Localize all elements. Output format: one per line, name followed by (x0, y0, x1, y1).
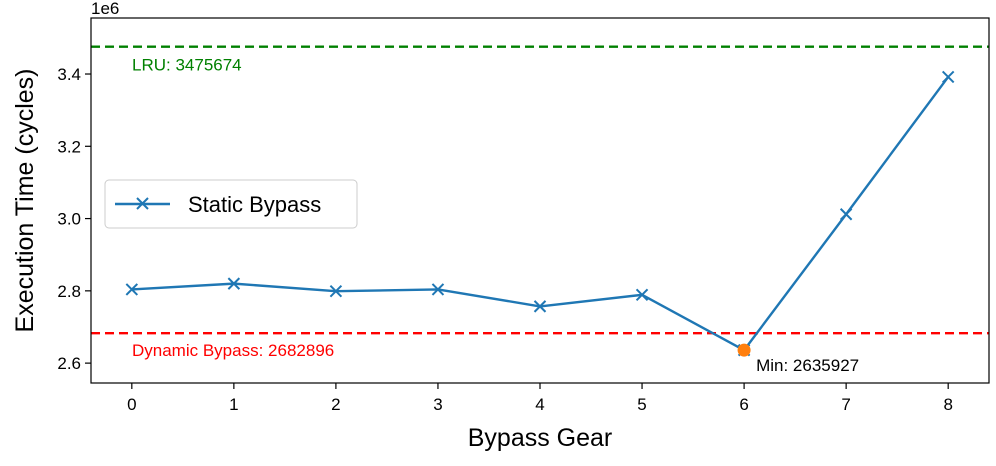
x-tick-label-8: 8 (943, 395, 952, 414)
data-point-3 (431, 283, 445, 296)
y-tick-label-0: 2.6 (57, 354, 81, 373)
series-layer: Min: 2635927 (125, 70, 955, 375)
y-tick-label-4: 3.4 (57, 65, 81, 84)
x-tick-label-7: 7 (841, 395, 850, 414)
x-tick-label-1: 1 (229, 395, 238, 414)
reference-line-label-0: LRU: 3475674 (132, 56, 242, 75)
data-point-5 (635, 288, 649, 302)
data-point-0 (125, 283, 139, 296)
reference-line-label-1: Dynamic Bypass: 2682896 (132, 341, 334, 360)
reference-lines: LRU: 3475674 Dynamic Bypass: 2682896 (91, 45, 989, 360)
y-tick-label-1: 2.8 (57, 282, 81, 301)
x-axis-label: Bypass Gear (468, 424, 613, 452)
data-point-2 (329, 285, 343, 298)
axes: 0 1 2 3 4 5 6 7 8 2.6 2.8 3.0 3.2 3.4 (57, 17, 990, 414)
data-point-1 (227, 277, 241, 290)
x-tick-label-6: 6 (739, 395, 748, 414)
y-axis-label: Execution Time (cycles) (11, 69, 39, 333)
data-point-7 (839, 208, 853, 221)
min-point-marker (737, 343, 751, 357)
legend-box (104, 179, 358, 229)
x-tick-label-3: 3 (433, 395, 442, 414)
legend: Static Bypass (104, 179, 358, 229)
legend-label: Static Bypass (188, 192, 321, 217)
y-tick-label-3: 3.2 (57, 137, 81, 156)
legend-marker (136, 197, 149, 210)
x-tick-label-2: 2 (331, 395, 340, 414)
x-tick-label-4: 4 (535, 395, 544, 414)
x-tick-label-5: 5 (637, 395, 646, 414)
data-point-4 (533, 300, 547, 313)
min-point-label: Min: 2635927 (756, 356, 859, 375)
x-tick-label-0: 0 (127, 395, 136, 414)
y-offset-label: 1e6 (91, 0, 119, 18)
y-tick-label-2: 3.0 (57, 210, 81, 229)
data-point-8 (941, 70, 955, 84)
